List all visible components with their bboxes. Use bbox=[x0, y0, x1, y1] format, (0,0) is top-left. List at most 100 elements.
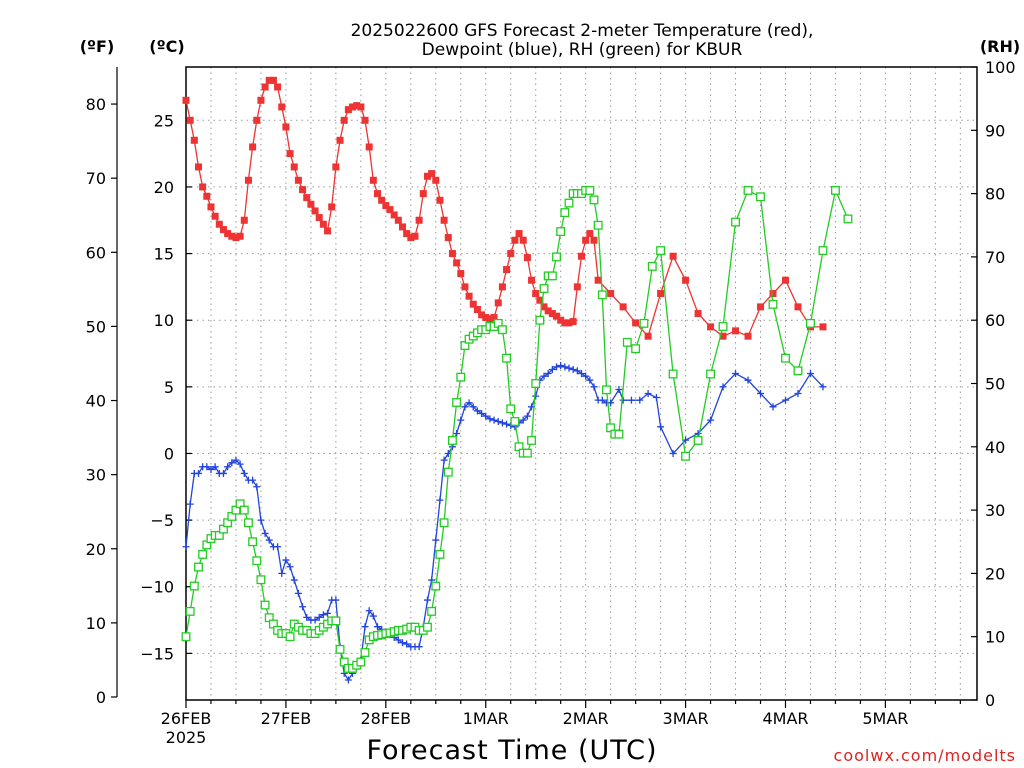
dewpoint-point bbox=[232, 456, 240, 464]
temperature-point bbox=[557, 316, 565, 324]
rh-point bbox=[731, 217, 740, 227]
x-tick-label: 28FEB bbox=[361, 709, 412, 728]
temperature-point bbox=[332, 163, 340, 171]
dewpoint-point bbox=[236, 460, 244, 468]
dewpoint-point bbox=[369, 612, 377, 620]
dewpoint-point bbox=[299, 603, 307, 611]
rh-point bbox=[256, 575, 266, 585]
dewpoint-point bbox=[469, 403, 477, 411]
temperature-point bbox=[249, 143, 257, 151]
x-tick-label: 26FEB bbox=[161, 709, 212, 728]
temperature-point bbox=[590, 236, 598, 244]
dewpoint-point bbox=[224, 463, 232, 471]
dewpoint-point bbox=[598, 396, 606, 404]
temperature-point bbox=[682, 276, 690, 284]
dewpoint-point bbox=[490, 416, 498, 424]
dewpoint-point bbox=[453, 429, 461, 437]
dewpoint-point bbox=[315, 613, 323, 621]
rh-point bbox=[718, 322, 728, 331]
axes: 01020304050607080−15−10−5051015202501020… bbox=[86, 58, 1016, 747]
temperature-point bbox=[573, 283, 581, 291]
rh-point bbox=[547, 271, 557, 281]
rh-point bbox=[560, 208, 570, 218]
series-layer bbox=[181, 76, 853, 684]
celsius-tick-label: 25 bbox=[154, 111, 174, 130]
temperature-point bbox=[444, 234, 452, 242]
temperature-point bbox=[207, 203, 215, 211]
rh-point bbox=[194, 562, 203, 572]
rh-point bbox=[356, 657, 366, 667]
dewpoint-point bbox=[374, 623, 382, 631]
dewpoint-point bbox=[532, 392, 540, 400]
rh-point bbox=[456, 372, 466, 382]
rh-point bbox=[602, 385, 611, 395]
temperature-point bbox=[644, 332, 652, 340]
dewpoint-point bbox=[457, 416, 465, 424]
dewpoint-point bbox=[207, 465, 215, 473]
rh-tick-label: 30 bbox=[985, 501, 1005, 520]
x-tick-label: 3MAR bbox=[663, 709, 709, 728]
temperature-point bbox=[515, 230, 523, 238]
temperature-point bbox=[290, 163, 298, 171]
rh-point bbox=[681, 451, 691, 461]
dewpoint-point bbox=[290, 576, 298, 584]
dewpoint-point bbox=[265, 536, 273, 544]
rh-point bbox=[647, 261, 657, 271]
temperature-point bbox=[498, 283, 506, 291]
rh-tick-label: 0 bbox=[985, 691, 995, 710]
dewpoint-point bbox=[461, 403, 469, 411]
celsius-tick-label: −15 bbox=[140, 644, 174, 663]
dewpoint-point bbox=[398, 639, 406, 647]
dewpoint-point bbox=[211, 463, 219, 471]
temperature-point bbox=[349, 103, 357, 111]
celsius-tick-label: 10 bbox=[154, 311, 174, 330]
rh-point bbox=[631, 344, 641, 354]
rh-point bbox=[189, 581, 199, 591]
dewpoint-point bbox=[194, 469, 202, 477]
fahrenheit-tick-label: 40 bbox=[86, 392, 106, 411]
temperature-point bbox=[473, 306, 481, 314]
rh-point bbox=[768, 299, 778, 309]
rh-tick-label: 50 bbox=[985, 375, 1005, 394]
rh-point bbox=[431, 581, 441, 591]
dewpoint-point bbox=[324, 609, 332, 617]
dewpoint-point bbox=[819, 383, 827, 391]
dewpoint-point bbox=[523, 412, 531, 420]
x-tick-sublabel: 2025 bbox=[166, 728, 207, 747]
dewpoint-point bbox=[769, 403, 777, 411]
temperature-point bbox=[781, 276, 789, 284]
temperature-point bbox=[432, 176, 440, 184]
temperature-point bbox=[257, 96, 265, 104]
temperature-point bbox=[732, 327, 740, 335]
temperature-point bbox=[199, 183, 207, 191]
dewpoint-point bbox=[478, 409, 486, 417]
dewpoint-point bbox=[732, 370, 740, 378]
celsius-tick-label: 5 bbox=[164, 378, 174, 397]
dewpoint-point bbox=[744, 376, 752, 384]
temperature-point bbox=[523, 254, 531, 262]
temperature-point bbox=[494, 299, 502, 307]
temperature-point bbox=[448, 250, 456, 258]
temperature-point bbox=[428, 170, 436, 178]
celsius-tick-label: 0 bbox=[164, 444, 174, 463]
rh-point bbox=[248, 537, 258, 547]
dewpoint-point bbox=[719, 383, 727, 391]
temperature-point bbox=[211, 212, 219, 220]
rh-series bbox=[181, 185, 853, 673]
dewpoint-point bbox=[694, 429, 702, 437]
temperature-point bbox=[669, 252, 677, 260]
dewpoint-point bbox=[757, 389, 765, 397]
temperature-point bbox=[436, 196, 444, 204]
rh-point bbox=[781, 353, 790, 363]
grid bbox=[186, 67, 977, 700]
dewpoint-point bbox=[590, 383, 598, 391]
dewpoint-point bbox=[573, 367, 581, 375]
temperature-point bbox=[228, 232, 236, 240]
x-axis-title: Forecast Time (UTC) bbox=[366, 735, 657, 766]
fahrenheit-unit-label: (ºF) bbox=[80, 37, 115, 56]
dewpoint-point bbox=[569, 366, 577, 374]
temperature-point bbox=[532, 290, 540, 298]
rh-point bbox=[706, 369, 716, 379]
temperature-point bbox=[203, 192, 211, 200]
temperature-point bbox=[536, 296, 544, 304]
